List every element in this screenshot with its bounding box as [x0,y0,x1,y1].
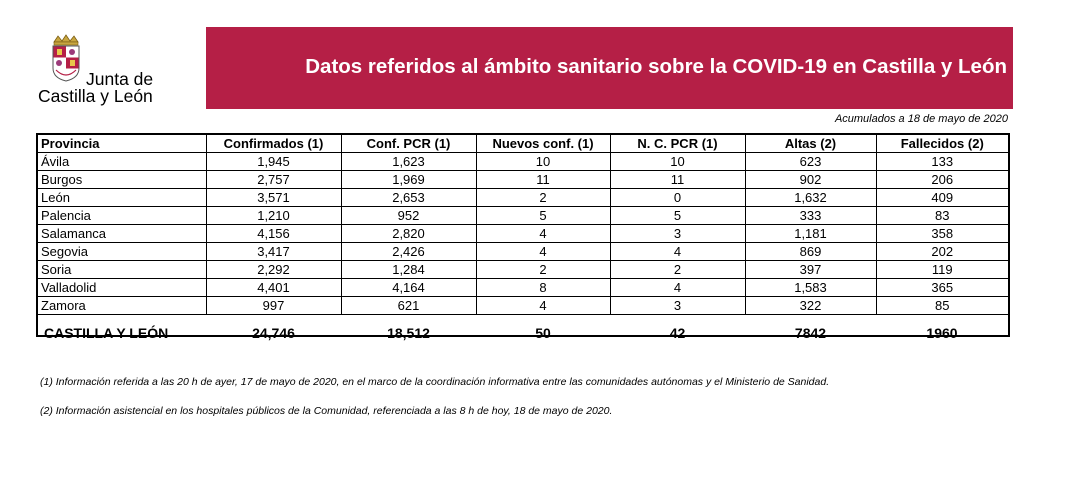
coat-of-arms-icon [52,34,80,82]
table-row: Soria 2,292 1,284 2 2 397 119 [38,260,1008,279]
value-cell: 5 [475,206,610,225]
total-altas: 7842 [794,324,827,341]
value-cell: 1,284 [340,260,476,279]
footnote-1: (1) Información referida a las 20 h de a… [40,376,830,388]
total-label: CASTILLA Y LEÓN [44,324,169,341]
value-cell: 0 [609,188,745,207]
total-confirmados: 24,746 [252,324,295,341]
footnote-2: (2) Información asistencial en los hospi… [40,405,613,417]
value-cell: 4 [475,242,610,261]
page-title: Datos referidos al ámbito sanitario sobr… [305,55,1007,78]
province-name-cell: Soria [38,260,206,279]
header-nc-pcr: N. C. PCR (1) [609,135,745,153]
logo-line-1: Junta de [86,69,154,89]
value-cell: 4 [475,296,610,315]
value-cell: 1,632 [744,188,876,207]
title-banner: Datos referidos al ámbito sanitario sobr… [206,27,1013,109]
value-cell: 4 [475,224,610,243]
province-name-cell: Ávila [38,152,206,171]
value-cell: 1,623 [340,152,476,171]
value-cell: 322 [744,296,876,315]
header-conf-pcr: Conf. PCR (1) [340,135,476,153]
value-cell: 5 [609,206,745,225]
value-cell: 952 [340,206,476,225]
value-cell: 202 [875,242,1008,261]
value-cell: 4 [609,242,745,261]
value-cell: 11 [475,170,610,189]
value-cell: 206 [875,170,1008,189]
province-name-cell: Valladolid [38,278,206,297]
value-cell: 1,969 [340,170,476,189]
value-cell: 3,571 [205,188,341,207]
value-cell: 10 [475,152,610,171]
value-cell: 2,292 [205,260,341,279]
value-cell: 83 [875,206,1008,225]
covid-data-table: Provincia Confirmados (1) Conf. PCR (1) … [36,133,1010,340]
header-altas: Altas (2) [744,135,876,153]
value-cell: 621 [340,296,476,315]
header-provincia: Provincia [38,135,206,153]
table-row: Valladolid 4,401 4,164 8 4 1,583 365 [38,278,1008,297]
logo-line-2: Castilla y León [38,86,153,106]
province-name-cell: León [38,188,206,207]
value-cell: 333 [744,206,876,225]
value-cell: 358 [875,224,1008,243]
header-confirmados: Confirmados (1) [205,135,341,153]
value-cell: 10 [609,152,745,171]
value-cell: 869 [744,242,876,261]
table-row: Burgos 2,757 1,969 11 11 902 206 [38,170,1008,189]
junta-logo: Junta de Castilla y León [38,34,168,106]
table-row: Palencia 1,210 952 5 5 333 83 [38,206,1008,225]
value-cell: 2 [609,260,745,279]
province-name-cell: Zamora [38,296,206,315]
table-row: Zamora 997 621 4 3 322 85 [38,296,1008,315]
value-cell: 3,417 [205,242,341,261]
value-cell: 1,583 [744,278,876,297]
value-cell: 11 [609,170,745,189]
value-cell: 2,757 [205,170,341,189]
table-row: Ávila 1,945 1,623 10 10 623 133 [38,152,1008,171]
value-cell: 1,210 [205,206,341,225]
province-name-cell: Burgos [38,170,206,189]
value-cell: 997 [205,296,341,315]
table-header-row: Provincia Confirmados (1) Conf. PCR (1) … [38,135,1008,153]
table-row: León 3,571 2,653 2 0 1,632 409 [38,188,1008,207]
value-cell: 85 [875,296,1008,315]
value-cell: 4,164 [340,278,476,297]
total-conf-pcr: 18,512 [387,324,430,341]
value-cell: 2,653 [340,188,476,207]
value-cell: 2 [475,188,610,207]
value-cell: 2 [475,260,610,279]
total-fallecidos: 1960 [926,324,958,341]
province-name-cell: Salamanca [38,224,206,243]
table-row: Segovia 3,417 2,426 4 4 869 202 [38,242,1008,261]
header-nuevos-conf: Nuevos conf. (1) [475,135,610,153]
total-nuevos-conf: 50 [535,324,551,341]
value-cell: 3 [609,224,745,243]
total-row: CASTILLA Y LEÓN 24,746 18,512 50 42 7842… [38,315,1008,347]
province-name-cell: Palencia [38,206,206,225]
value-cell: 133 [875,152,1008,171]
value-cell: 1,945 [205,152,341,171]
value-cell: 119 [875,260,1008,279]
value-cell: 409 [875,188,1008,207]
value-cell: 3 [609,296,745,315]
value-cell: 2,820 [340,224,476,243]
value-cell: 902 [744,170,876,189]
table-row: Salamanca 4,156 2,820 4 3 1,181 358 [38,224,1008,243]
value-cell: 623 [744,152,876,171]
value-cell: 1,181 [744,224,876,243]
value-cell: 4,156 [205,224,341,243]
value-cell: 397 [744,260,876,279]
value-cell: 365 [875,278,1008,297]
value-cell: 2,426 [340,242,476,261]
value-cell: 4 [609,278,745,297]
header-fallecidos: Fallecidos (2) [875,135,1008,153]
province-name-cell: Segovia [38,242,206,261]
accumulated-date: Acumulados a 18 de mayo de 2020 [834,113,1008,125]
value-cell: 4,401 [205,278,341,297]
total-nc-pcr: 42 [669,324,686,341]
value-cell: 8 [475,278,610,297]
